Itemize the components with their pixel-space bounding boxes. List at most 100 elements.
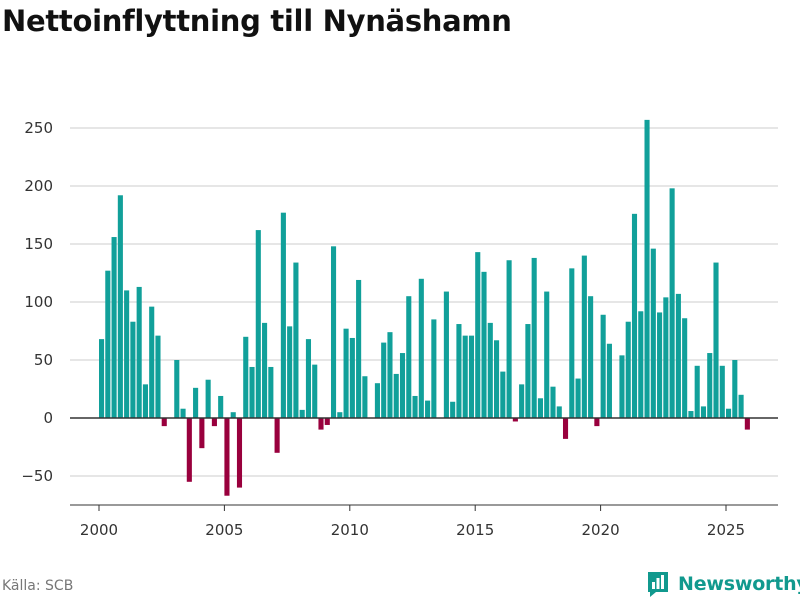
bar: [663, 297, 669, 418]
bar: [719, 365, 725, 418]
bar: [155, 335, 161, 418]
bar: [631, 213, 638, 418]
bar: [450, 401, 456, 418]
x-axis: 2000 2005 2010 2015 2020 2025: [70, 504, 778, 539]
bar: [682, 318, 688, 418]
bar: [343, 328, 349, 418]
bar: [337, 412, 343, 418]
bar: [550, 386, 556, 418]
bar: [274, 418, 280, 453]
bar: [374, 383, 380, 418]
bar: [619, 355, 625, 418]
bar: [356, 279, 362, 418]
bar: [218, 395, 224, 418]
bar: [399, 353, 406, 418]
y-tick-label: −50: [21, 467, 53, 485]
bar: [255, 230, 261, 418]
bar: [124, 290, 130, 418]
bar: [669, 188, 675, 418]
bar: [544, 291, 550, 418]
bar: [349, 337, 355, 418]
bar: [588, 296, 594, 418]
bar: [312, 364, 318, 418]
bar: [293, 262, 299, 418]
brand-name: Newsworthy: [678, 573, 800, 595]
bar: [305, 339, 312, 418]
bar: [130, 321, 136, 418]
x-tick-label: 2000: [80, 521, 118, 539]
x-tick-label: 2010: [331, 521, 369, 539]
y-axis-tick-labels: −50 0 50 100 150 200 250: [21, 119, 53, 485]
bar: [136, 286, 142, 418]
bar: [299, 409, 305, 418]
x-tick-label: 2020: [582, 521, 620, 539]
bar: [111, 237, 117, 418]
bar: [211, 418, 217, 427]
bar: [230, 412, 236, 418]
bar: [525, 324, 531, 418]
bar: [519, 384, 525, 418]
bar: [512, 418, 518, 422]
bar: [581, 255, 587, 418]
bar: [280, 212, 286, 418]
bar: [287, 326, 293, 418]
bar: [726, 408, 732, 418]
bar: [117, 195, 123, 418]
bar: [713, 262, 719, 418]
bar: [657, 312, 663, 418]
source-note: Källa: SCB: [2, 578, 74, 594]
chart-title: Nettoinflyttning till Nynäshamn: [2, 4, 512, 38]
bar: [600, 314, 606, 418]
bar: [387, 332, 393, 418]
bar: [193, 387, 199, 418]
bar: [732, 360, 738, 418]
bar: [744, 418, 750, 430]
bar: [506, 260, 512, 418]
bar: [418, 278, 424, 418]
bar: [594, 418, 600, 427]
y-tick-label: 250: [24, 119, 53, 137]
bar: [205, 379, 211, 418]
bar: [149, 306, 155, 418]
bar: [700, 406, 707, 418]
bar: [694, 365, 700, 418]
bar: [174, 360, 180, 418]
bar: [531, 257, 537, 418]
y-tick-label: 150: [24, 235, 53, 253]
x-tick-label: 2015: [456, 521, 494, 539]
bar: [675, 293, 681, 418]
bar: [431, 319, 437, 418]
bar: [738, 394, 744, 418]
bar: [161, 418, 167, 427]
y-tick-label: 50: [34, 351, 53, 369]
bar: [199, 418, 205, 449]
y-tick-label: 0: [43, 409, 53, 427]
bar: [324, 418, 330, 425]
bar: [186, 418, 192, 482]
bar: [569, 268, 575, 418]
bar: [330, 246, 337, 418]
bar: [268, 366, 274, 418]
bar: [381, 342, 387, 418]
bar: [638, 311, 644, 418]
bar: [707, 353, 713, 418]
bar: [249, 366, 255, 418]
bar: [468, 335, 475, 418]
bar: [406, 296, 412, 418]
bar: [412, 395, 418, 418]
bars: [99, 119, 750, 496]
y-tick-label: 200: [24, 177, 53, 195]
bar: [575, 378, 581, 418]
brand-logo[interactable]: Newsworthy: [646, 569, 800, 599]
newsworthy-logo-icon: [648, 572, 668, 597]
bar: [606, 343, 612, 418]
bar: [99, 339, 105, 418]
bar: [475, 252, 481, 418]
bar: [243, 336, 249, 418]
bar: [443, 291, 449, 418]
bar: [650, 248, 656, 418]
x-tick-label: 2005: [205, 521, 243, 539]
bar: [500, 371, 506, 418]
bar: [262, 322, 268, 418]
